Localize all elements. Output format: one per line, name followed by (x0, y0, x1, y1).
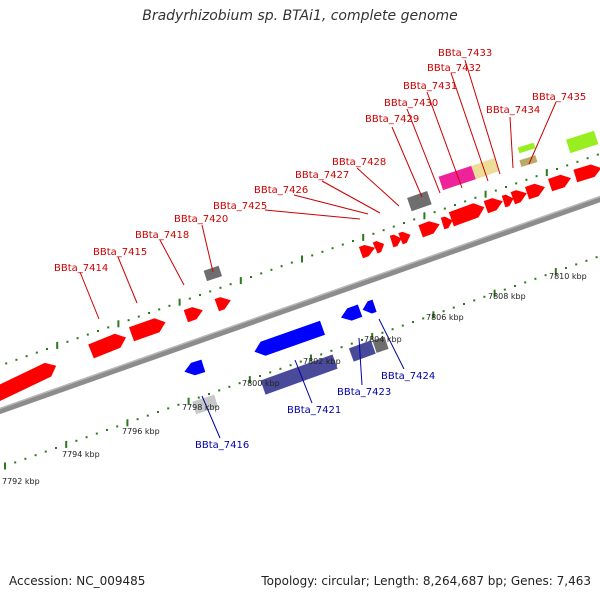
map-title: Bradyrhizobium sp. BTAi1, complete genom… (142, 8, 458, 24)
reverse-leader-line (358, 337, 363, 386)
gene-arrow-small-7433 (501, 194, 514, 208)
gene-arrow-bbta-7416 (184, 359, 206, 376)
forward-gene-label: BBta_7435 (532, 92, 586, 103)
forward-gene-label: BBta_7433 (438, 48, 492, 59)
forward-gene-label: BBta_7415 (93, 247, 147, 258)
backbone-line (0, 195, 600, 415)
gene-features (0, 130, 600, 415)
reverse-gene-label: BBta_7423 (337, 387, 391, 398)
gene-box-bbta-7433 (471, 158, 499, 180)
gene-arrow-bbta-7431 (440, 216, 453, 230)
forward-leader-line (293, 194, 369, 215)
tick-rows (4, 153, 599, 470)
gene-arrow-bbta-7426 (372, 241, 385, 254)
forward-leader-line (117, 256, 138, 304)
reverse-gene-label: BBta_7416 (195, 440, 249, 451)
forward-gene-label: BBta_7427 (295, 170, 349, 181)
axis-label: 7800 kbp (242, 379, 280, 388)
axis-label: 7794 kbp (62, 450, 100, 459)
reverse-leader-line (378, 318, 405, 370)
gene-arrow-bbta-7434b (525, 183, 545, 200)
backbone-highlight (0, 195, 600, 410)
reverse-gene-label: BBta_7421 (287, 405, 341, 416)
gene-arrow-bbta-7435 (548, 174, 571, 192)
reverse-gene-label: BBta_7424 (381, 371, 435, 382)
forward-gene-label: BBta_7430 (384, 98, 438, 109)
gene-arrow-bbta-7427 (389, 234, 402, 248)
gene-arrow-bbta-7423 (341, 304, 363, 321)
gene-arrow-gene-small (214, 297, 231, 312)
gene-arrow-bbta-7430 (418, 221, 440, 238)
axis-label: 7806 kbp (426, 313, 464, 322)
forward-leader-line (79, 271, 100, 320)
axis-label: 7802 kbp (303, 357, 341, 366)
axis-label: 7792 kbp (2, 477, 40, 486)
gene-box-bbta-7429 (407, 191, 432, 212)
forward-gene-label: BBta_7431 (403, 81, 457, 92)
forward-gene-labels: BBta_7414 BBta_7415 BBta_7418 BBta_7420 BBta… (54, 48, 586, 274)
axis-label: 7810 kbp (549, 272, 587, 281)
forward-leader-line (406, 108, 441, 194)
forward-leader-line (509, 116, 514, 169)
gene-arrow-bbta-7423b (362, 299, 377, 314)
forward-gene-label: BBta_7418 (135, 230, 189, 241)
label-leader-lines (79, 59, 557, 439)
gene-box-lime (517, 142, 536, 154)
forward-leader-line (356, 167, 400, 207)
gene-arrow-bbta-7418 (129, 318, 166, 342)
forward-leader-line (450, 72, 489, 182)
gene-box-gray (203, 265, 222, 282)
forward-gene-label: BBta_7414 (54, 263, 108, 274)
axis-label: 7808 kbp (488, 292, 526, 301)
gene-arrow-bbta-7434 (510, 190, 527, 205)
axis-label: 7796 kbp (122, 427, 160, 436)
upper-tick-row (5, 153, 599, 365)
gene-arrow-bbta-7432 (448, 203, 485, 227)
gene-arrow-bbta-7433 (483, 198, 503, 214)
forward-gene-label: BBta_7420 (174, 214, 228, 225)
gene-box-bbta-7421 (260, 354, 338, 395)
forward-leader-line (201, 224, 214, 273)
forward-gene-label: BBta_7432 (427, 63, 481, 74)
gene-arrow-bbta-7428 (398, 231, 411, 245)
reverse-leader-line (294, 359, 313, 404)
forward-gene-label: BBta_7429 (365, 114, 419, 125)
gene-box-lime-edge (566, 130, 599, 154)
forward-gene-label: BBta_7425 (213, 201, 267, 212)
gene-arrow-bbta-7425 (358, 245, 375, 259)
gene-box-bbta-7431 (438, 165, 476, 191)
axis-labels: 7792 kbp 7794 kbp 7796 kbp 7798 kbp 7800 kbp… (2, 272, 587, 486)
genome-backbone (0, 195, 600, 415)
axis-label: 7798 kbp (182, 403, 220, 412)
axis-label: 7804 kbp (364, 335, 402, 344)
gene-arrow-bbta-7420 (183, 307, 203, 323)
forward-leader-line (264, 209, 361, 220)
gene-arrow-bbta-7415 (88, 333, 126, 359)
gene-arrow-bbta-7421 (254, 320, 325, 356)
forward-gene-label: BBta_7428 (332, 157, 386, 168)
forward-leader-line (321, 180, 381, 214)
lower-tick-row (4, 256, 598, 470)
topology-label: Topology: circular; Length: 8,264,687 bp… (261, 574, 591, 588)
reverse-leader-line (201, 395, 221, 439)
gene-box-olive (519, 155, 538, 167)
gene-box-bbta-7424 (372, 336, 389, 353)
forward-leader-line (159, 239, 185, 286)
gene-arrow-bbta-7414 (0, 362, 57, 401)
forward-leader-line (464, 59, 501, 175)
forward-gene-label: BBta_7434 (486, 105, 540, 116)
gene-arrow-edge (573, 164, 600, 183)
forward-leader-line (391, 126, 423, 198)
forward-leader-line (528, 101, 557, 165)
forward-gene-label: BBta_7426 (254, 185, 308, 196)
gene-box-bbta-7423 (348, 340, 376, 362)
accession-label: Accession: NC_009485 (9, 574, 146, 588)
reverse-gene-labels: BBta_7416 BBta_7421 BBta_7423 BBta_7424 (195, 371, 435, 451)
forward-leader-line (426, 91, 463, 189)
